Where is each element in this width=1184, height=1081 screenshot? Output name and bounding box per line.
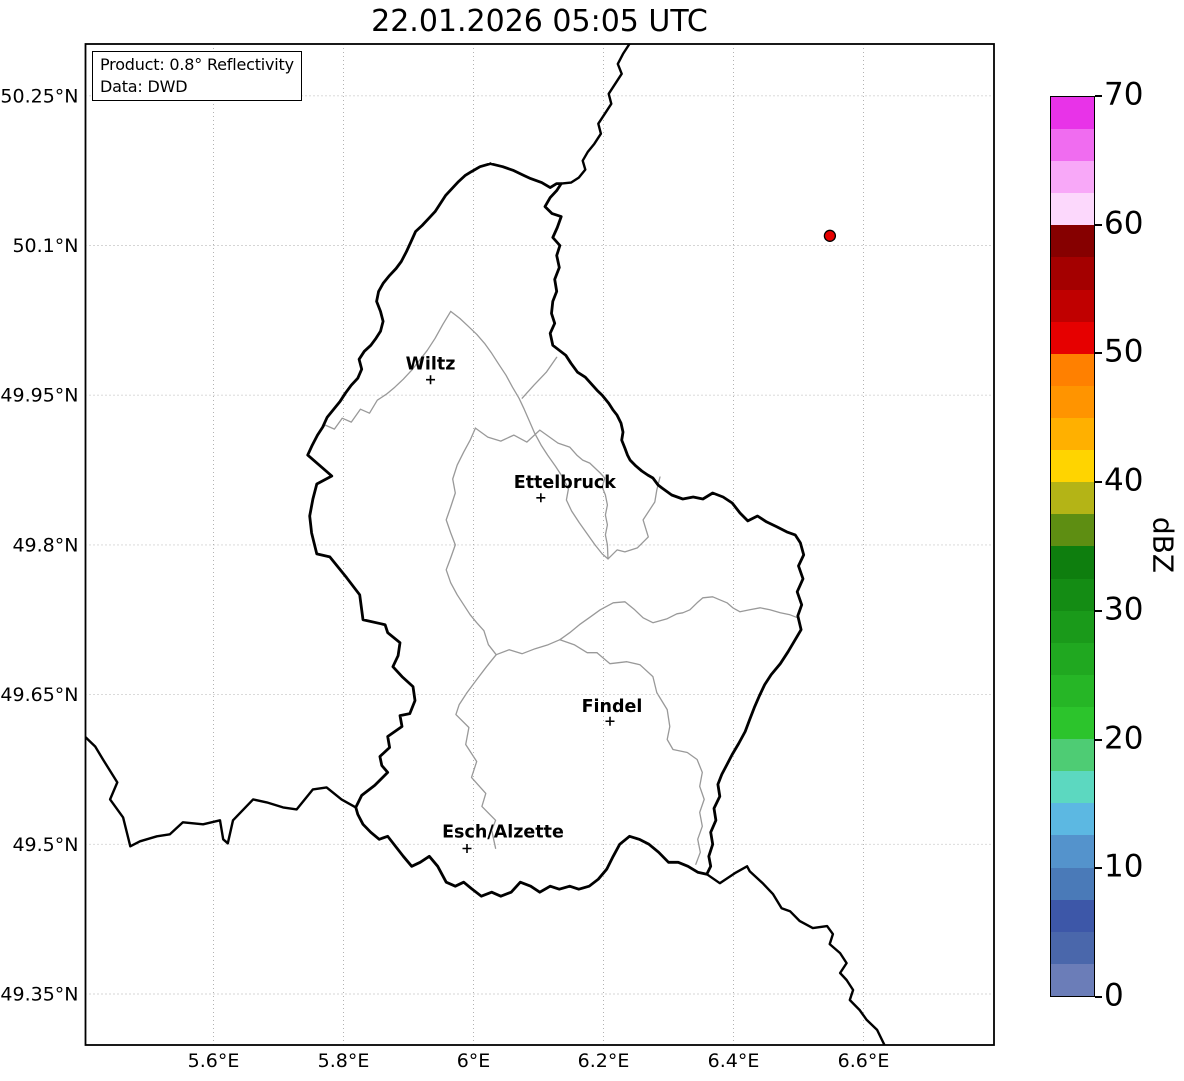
colorbar-segment <box>1051 353 1094 386</box>
colorbar-tick-label: 30 <box>1104 591 1144 628</box>
colorbar-tick <box>1095 996 1102 998</box>
x-axis-tick-label: 5.8°E <box>318 1050 370 1072</box>
city-marker <box>462 843 472 853</box>
canton-border-line <box>450 310 609 560</box>
city-marker <box>426 375 436 385</box>
colorbar-tick-label: 20 <box>1104 720 1144 757</box>
colorbar-segment <box>1051 482 1094 515</box>
radar-site-dot <box>823 229 837 242</box>
colorbar-segment <box>1051 225 1094 258</box>
canton-border-line <box>521 356 558 399</box>
colorbar-segment <box>1051 835 1094 868</box>
colorbar-segment <box>1051 546 1094 579</box>
plot-frame <box>84 43 995 1046</box>
colorbar-segment <box>1051 931 1094 964</box>
city-label: Findel <box>582 697 643 717</box>
y-axis-tick-label: 50.25°N <box>0 85 78 107</box>
colorbar-segment <box>1051 321 1094 354</box>
colorbar-tick-label: 60 <box>1104 205 1144 242</box>
colorbar-tick <box>1095 95 1102 97</box>
product-info-box: Product: 0.8° Reflectivity Data: DWD <box>92 51 302 101</box>
canton-border-line <box>607 476 661 560</box>
city-label: Wiltz <box>406 355 456 375</box>
y-axis-tick-label: 49.5°N <box>12 834 78 856</box>
x-axis-tick-label: 5.6°E <box>188 1050 240 1072</box>
x-axis-tick-label: 6.2°E <box>578 1050 630 1072</box>
luxembourg-border-line <box>306 162 806 898</box>
canton-border-line <box>474 427 609 560</box>
colorbar-tick-label: 40 <box>1104 462 1144 499</box>
colorbar-segment <box>1051 803 1094 836</box>
data-source-line: Data: DWD <box>100 77 188 96</box>
colorbar-segment <box>1051 674 1094 708</box>
city-marker <box>605 716 615 726</box>
colorbar-segment <box>1051 963 1094 996</box>
canton-border-line <box>559 596 799 641</box>
product-line: Product: 0.8° Reflectivity <box>100 55 294 74</box>
y-axis-tick-label: 49.35°N <box>0 983 78 1005</box>
colorbar-tick <box>1095 352 1102 355</box>
colorbar-segment <box>1051 610 1094 643</box>
x-axis-tick-label: 6.6°E <box>838 1050 890 1072</box>
neighbor-country-border-line <box>705 865 886 1045</box>
canton-border-line <box>495 639 598 656</box>
colorbar-segment <box>1051 96 1094 130</box>
canton-border-line <box>455 654 497 849</box>
colorbar-segment <box>1051 642 1094 675</box>
neighbor-country-border-line <box>560 44 631 185</box>
y-axis-tick-label: 50.1°N <box>12 235 78 257</box>
colorbar-segment <box>1051 771 1094 804</box>
page-title: 22.01.2026 05:05 UTC <box>371 4 708 39</box>
colorbar-tick <box>1095 609 1102 612</box>
colorbar-tick-label: 70 <box>1104 76 1144 113</box>
colorbar-tick <box>1095 223 1102 226</box>
colorbar-segment <box>1051 257 1094 290</box>
colorbar-segment <box>1051 193 1094 226</box>
colorbar-segment <box>1051 129 1094 162</box>
colorbar-segment <box>1051 450 1094 483</box>
colorbar-unit-label: dBZ <box>1146 516 1180 574</box>
city-label: Ettelbruck <box>514 473 617 493</box>
canton-border-line <box>316 310 452 436</box>
colorbar-segment <box>1051 899 1094 932</box>
y-axis-tick-label: 49.8°N <box>12 534 78 556</box>
colorbar-segment <box>1051 707 1094 740</box>
x-axis-tick-label: 6°E <box>457 1050 491 1072</box>
colorbar-tick <box>1095 481 1102 484</box>
city-label: Esch/Alzette <box>442 822 564 842</box>
x-axis-tick-label: 6.4°E <box>708 1050 760 1072</box>
colorbar-segment <box>1051 867 1094 900</box>
canton-border-line <box>596 652 705 865</box>
colorbar-tick <box>1095 738 1102 741</box>
canton-border-line <box>445 427 497 656</box>
colorbar-tick <box>1095 867 1102 870</box>
colorbar-segment <box>1051 385 1094 419</box>
colorbar-tick-label: 10 <box>1104 848 1144 885</box>
colorbar-segment <box>1051 289 1094 322</box>
colorbar-segment <box>1051 161 1094 194</box>
colorbar-segment <box>1051 514 1094 547</box>
colorbar <box>1050 96 1095 997</box>
city-marker <box>536 493 546 503</box>
colorbar-segment <box>1051 418 1094 451</box>
neighbor-country-border-line <box>85 735 357 848</box>
colorbar-segment <box>1051 578 1094 611</box>
colorbar-tick-label: 0 <box>1104 977 1124 1014</box>
colorbar-tick-label: 50 <box>1104 333 1144 370</box>
y-axis-tick-label: 49.65°N <box>0 684 78 706</box>
colorbar-segment <box>1051 739 1094 772</box>
y-axis-tick-label: 49.95°N <box>0 385 78 407</box>
